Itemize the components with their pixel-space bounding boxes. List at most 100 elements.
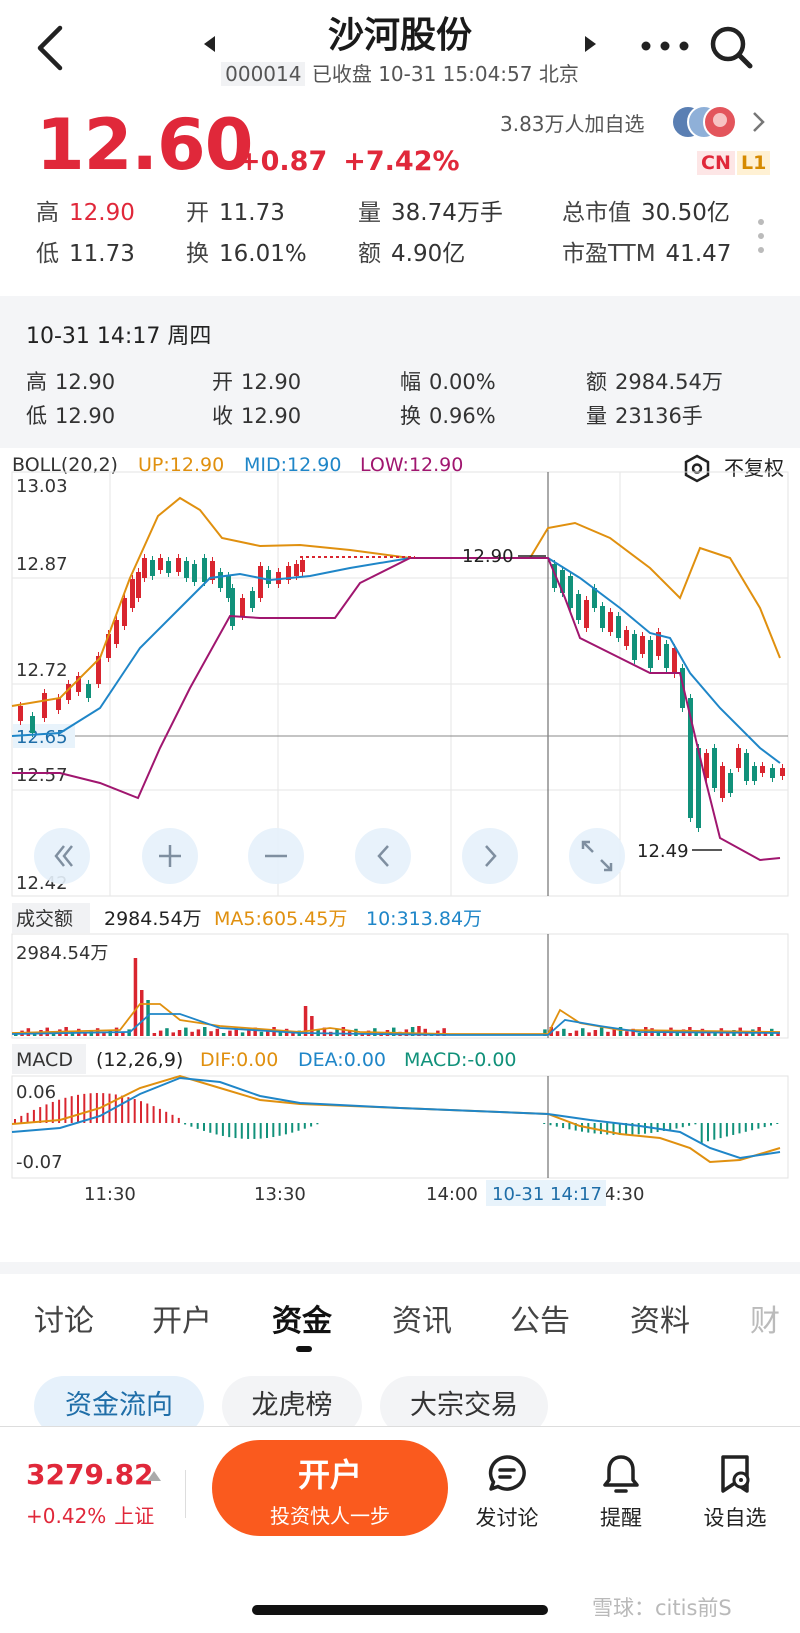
tab-funds[interactable]: 资金 <box>272 1304 332 1339</box>
volume-value: 2984.54万 <box>104 908 202 930</box>
candle <box>158 558 163 570</box>
followers-count[interactable]: 3.83万人加自选 <box>500 112 645 136</box>
tab-open-account[interactable]: 开户 <box>152 1304 212 1339</box>
zoom-out-button[interactable] <box>248 828 304 884</box>
macd-bar <box>14 1119 16 1123</box>
tab-announcements[interactable]: 公告 <box>510 1304 570 1339</box>
index-value[interactable]: 3279.82 <box>26 1458 154 1491</box>
macd-bar <box>108 1093 111 1123</box>
move-right-button[interactable] <box>462 828 518 884</box>
candle <box>130 579 135 608</box>
follower-avatars-icon[interactable] <box>670 104 740 140</box>
zoom-in-button[interactable] <box>142 828 198 884</box>
volume-bar <box>410 1027 415 1036</box>
time-tick-4: 4:30 <box>604 1184 644 1205</box>
macd-bar <box>707 1123 709 1142</box>
snapshot-stat-low: 低 12.90 <box>26 404 116 428</box>
search-icon[interactable] <box>706 22 756 72</box>
settings-icon[interactable] <box>684 454 710 483</box>
macd-bar <box>171 1114 174 1123</box>
change-percent: +7.42% <box>343 146 460 177</box>
macd-bar <box>644 1123 646 1134</box>
prev-stock-icon[interactable] <box>204 36 215 52</box>
macd-label[interactable]: MACD <box>16 1049 73 1071</box>
macd-bar <box>612 1123 615 1135</box>
fullscreen-button[interactable] <box>569 828 625 884</box>
bell-icon <box>603 1455 639 1493</box>
candle <box>688 698 693 818</box>
quote-stat-turnover: 换 16.01% <box>186 241 307 267</box>
volume-bar <box>291 1033 295 1036</box>
volume-bar <box>184 1027 188 1036</box>
macd-bar <box>234 1123 237 1139</box>
macd-bar <box>165 1111 168 1123</box>
tab-news[interactable]: 资讯 <box>392 1304 452 1339</box>
macd-bar <box>253 1123 256 1139</box>
intraday-chart[interactable]: BOLL(20,2) UP:12.90 MID:12.90 LOW:12.90 … <box>0 448 800 1260</box>
macd-params: (12,26,9) <box>96 1049 183 1071</box>
candle <box>142 558 147 578</box>
tab-discussion[interactable]: 讨论 <box>34 1304 94 1339</box>
macd-bar <box>133 1099 136 1123</box>
macd-bar <box>51 1101 54 1123</box>
price-tick-3: 12.72 <box>16 660 68 681</box>
candle <box>736 748 741 768</box>
macd-bar <box>719 1123 722 1139</box>
candle <box>250 591 255 608</box>
macd-bar <box>127 1097 130 1123</box>
macd-bar <box>555 1123 558 1127</box>
open-account-button[interactable]: 开户 投资快人一步 <box>212 1440 448 1536</box>
main-grid <box>12 472 788 896</box>
reminder-button[interactable]: 提醒 <box>576 1452 666 1532</box>
volume-bar <box>606 1031 610 1036</box>
next-stock-icon[interactable] <box>585 36 596 52</box>
move-left-button[interactable] <box>355 828 411 884</box>
snapshot-stat-close: 收 12.90 <box>212 404 302 428</box>
macd-bar <box>694 1123 697 1125</box>
volume-bar <box>228 1030 232 1036</box>
change-amount: +0.87 <box>238 146 328 177</box>
volume-label[interactable]: 成交额 <box>16 908 73 930</box>
quote-stat-low: 低 11.73 <box>36 241 135 267</box>
candle <box>752 766 757 781</box>
volume-bar <box>266 1029 270 1036</box>
caret-up-icon <box>147 1471 161 1481</box>
market-status: 已收盘 10-31 15:04:57 北京 <box>311 62 579 86</box>
macd-bar <box>763 1123 766 1128</box>
tab-profile[interactable]: 资料 <box>630 1304 690 1339</box>
rewind-button[interactable] <box>34 828 90 884</box>
chevron-right-icon[interactable] <box>750 110 766 134</box>
candle <box>114 620 119 644</box>
more-vertical-icon[interactable] <box>757 218 765 254</box>
tab-financials[interactable]: 财 <box>750 1304 780 1339</box>
candle <box>122 598 127 626</box>
boll-up-value: UP:12.90 <box>138 454 224 476</box>
snapshot-stat-amount: 额 2984.54万 <box>586 370 723 394</box>
macd-bar <box>732 1123 735 1135</box>
add-watchlist-button[interactable]: 设自选 <box>690 1452 780 1532</box>
quote-stat-high: 高 12.90 <box>36 200 135 226</box>
post-discussion-button[interactable]: 发讨论 <box>462 1452 552 1532</box>
macd-bar <box>291 1123 294 1133</box>
open-account-subtitle: 投资快人一步 <box>270 1504 390 1528</box>
volume-bar <box>209 1031 213 1036</box>
candle <box>696 748 701 828</box>
volume-label-box[interactable] <box>12 903 90 933</box>
volume-bar <box>599 1027 604 1036</box>
macd-bar <box>221 1123 224 1136</box>
adjust-mode[interactable]: 不复权 <box>724 456 784 480</box>
back-arrow-icon[interactable] <box>32 22 72 74</box>
reminder-label: 提醒 <box>600 1506 642 1530</box>
volume-bar <box>593 1030 598 1036</box>
candle <box>592 588 597 608</box>
volume-bar <box>581 1028 585 1036</box>
macd-bar <box>757 1123 760 1129</box>
macd-bar <box>70 1096 73 1123</box>
more-icon[interactable] <box>640 36 690 56</box>
macd-bar <box>64 1097 67 1123</box>
candle <box>106 634 111 658</box>
candle <box>616 616 621 638</box>
crosshair-price: 12.65 <box>16 727 68 748</box>
candle <box>184 561 189 578</box>
macd-label-box[interactable] <box>12 1044 86 1074</box>
